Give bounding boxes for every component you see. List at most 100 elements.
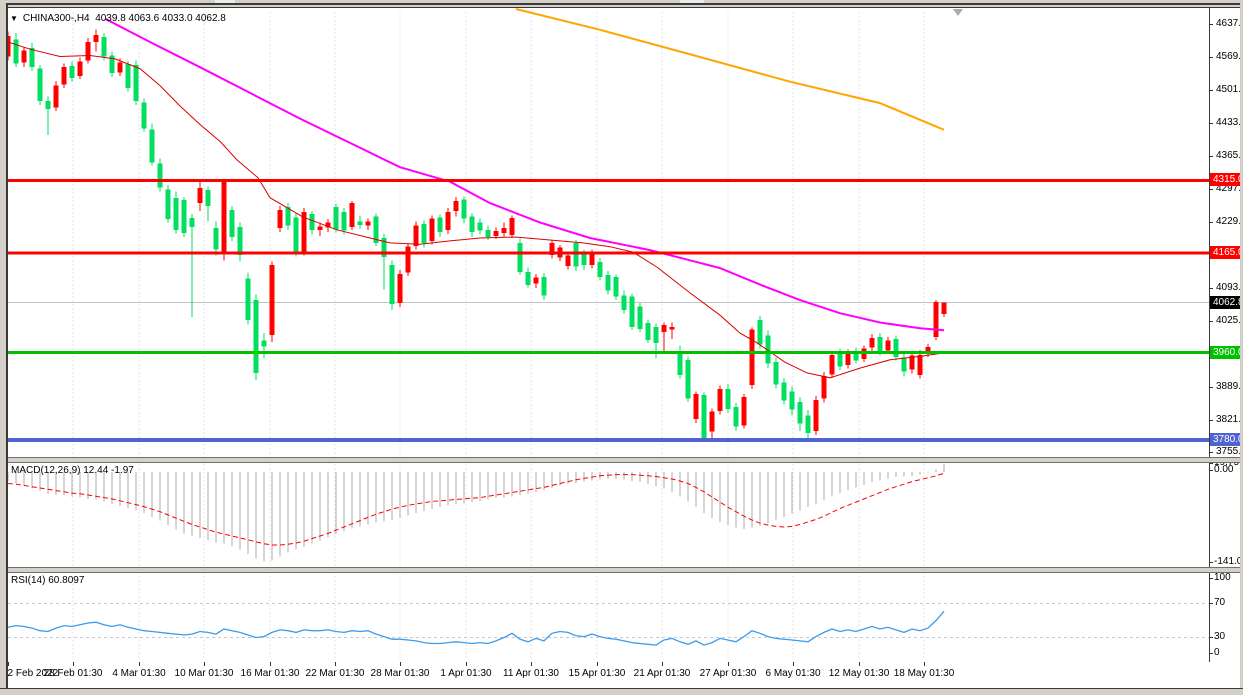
ma-line-orange [515,8,945,131]
time-tick-mark [859,662,860,666]
candle-body [93,35,99,42]
time-tick-mark [531,662,532,666]
macd-tick-label: -141.06 [1214,556,1243,567]
rsi-indicator-label: RSI(14) 60.8097 [11,575,85,586]
time-tick-label: 10 Mar 01:30 [174,668,234,679]
time-tick-label: 28 Mar 01:30 [370,668,430,679]
candle-body [277,209,283,228]
candle-body [221,179,227,254]
window-border-bottom-gap [0,689,1243,695]
rsi-tick-label: 100 [1214,572,1231,583]
candle-body [309,214,315,231]
panel-separator-macd[interactable] [8,457,1243,463]
candle-body [893,338,899,357]
time-tick-mark [793,662,794,666]
current-price-label: 4062.8 [1210,296,1243,309]
candle-body [797,402,803,424]
candle-body [365,221,371,226]
candle-body [725,388,731,409]
candle-body [757,320,763,345]
candle-body [53,85,59,108]
candle-body [429,218,435,241]
price-axis[interactable] [1210,8,1243,661]
time-tick-label: 12 May 01:30 [828,668,890,679]
price-tick-mark [1209,387,1213,388]
candle-body [597,261,603,277]
price-tick-label: 4569.0 [1216,51,1243,62]
level-price-label: 4315.0 [1210,173,1243,186]
window-border-left [0,0,6,695]
rsi-tick-mark [1209,578,1213,579]
rsi-tick-mark [1209,603,1213,604]
price-tick-mark [1209,222,1213,223]
candle-body [229,209,235,238]
chart-title: ▼ CHINA300-,H4 4039.8 4063.6 4033.0 4062.… [10,13,226,24]
candle-body [85,41,91,61]
time-tick-label: 27 Apr 01:30 [699,668,757,679]
price-tick-label: 4365.0 [1216,150,1243,161]
candle-body [8,36,11,57]
price-tick-label: 4093.0 [1216,282,1243,293]
window-border-top [0,3,1243,5]
candle-body [285,206,291,226]
macd-indicator-label: MACD(12,26,9) 12.44 -1.97 [11,465,134,476]
candle-body [245,278,251,321]
price-tick-label: 3889.0 [1216,381,1243,392]
candle-body [77,61,83,76]
candle-body [253,300,259,373]
chart-canvas[interactable] [8,8,1209,688]
time-tick-mark [728,662,729,666]
candle-body [213,227,219,250]
price-tick-mark [1209,24,1213,25]
time-tick-label: 28 Feb 01:30 [43,668,103,679]
price-tick-label: 4229.0 [1216,216,1243,227]
candle-body [781,382,787,401]
candle-body [573,242,579,267]
time-tick-mark [662,662,663,666]
symbol-dropdown-icon[interactable]: ▼ [10,14,18,23]
candle-body [525,271,531,286]
candle-body [453,201,459,211]
time-tick-label: 15 Apr 01:30 [568,668,626,679]
candle-body [437,217,443,233]
candle-body [469,216,475,233]
window-top-fragment [215,0,235,3]
time-tick-mark [335,662,336,666]
time-axis[interactable]: 22 Feb 2022 28 Feb 01:30 4 Mar 01:30 10 Mar… [2,662,1243,688]
candle-body [125,63,131,89]
candle-body [181,200,187,234]
candle-body [381,238,387,257]
candle-body [877,337,883,353]
level-price-label: 4165.0 [1210,246,1243,259]
candle-body [549,242,555,255]
chart-client-area [8,8,1243,688]
price-tick-mark [1209,57,1213,58]
candle-body [101,37,107,57]
candle-body [357,221,363,225]
level-price-label: 3960.0 [1210,346,1243,359]
symbol-period-label: CHINA300-,H4 [22,13,90,24]
candle-body [629,296,635,327]
candle-body [749,329,755,386]
price-tick-label: 3755.0 [1216,446,1243,457]
candle-body [917,354,923,375]
candle-body [45,101,51,109]
candle-body [13,39,19,64]
candle-body [61,67,67,85]
time-tick-mark [139,662,140,666]
candle-body [581,253,587,266]
candle-body [845,353,851,366]
candle-body [405,246,411,273]
time-tick-mark [924,662,925,666]
price-tick-mark [1209,420,1213,421]
candle-body [685,359,691,399]
candle-body [445,211,451,231]
price-tick-label: 4025.0 [1216,315,1243,326]
panel-separator-rsi[interactable] [8,567,1243,573]
window-border-left2 [6,3,8,689]
rsi-tick-label: 70 [1214,597,1226,608]
window-border-top2 [0,7,1243,8]
candle-body [605,274,611,291]
candle-body [645,322,651,340]
candle-body [565,255,571,267]
